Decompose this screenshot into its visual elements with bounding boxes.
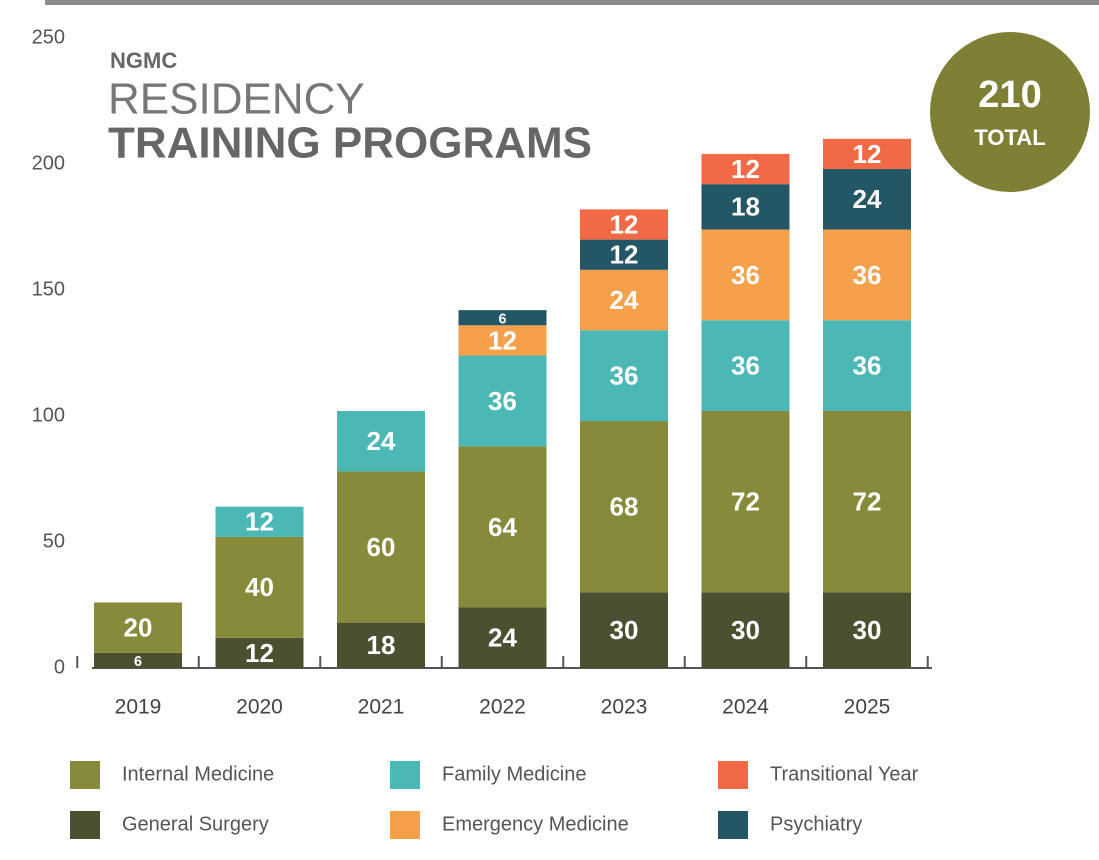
data-label: 18 [367, 630, 396, 660]
data-label: 40 [245, 572, 274, 602]
data-label: 24 [853, 184, 882, 214]
data-label: 6 [134, 654, 142, 670]
title-line: NGMC [110, 48, 177, 73]
data-label: 36 [610, 361, 639, 391]
data-label: 36 [731, 350, 760, 380]
chart: NGMC RESIDENCY TRAINING PROGRAMS 210 TOT… [0, 0, 1099, 860]
x-tick-label: 2023 [601, 696, 648, 719]
data-label: 68 [610, 492, 639, 522]
top-banner-edge [45, 0, 1099, 5]
data-label: 12 [610, 240, 639, 270]
data-label: 72 [853, 487, 882, 517]
total-label: TOTAL [974, 125, 1045, 150]
data-label: 12 [488, 325, 517, 355]
data-label: 12 [610, 209, 639, 239]
legend-swatch [70, 811, 100, 839]
legend-swatch [390, 811, 420, 839]
data-label: 12 [245, 507, 274, 537]
data-label: 12 [245, 638, 274, 668]
data-label: 64 [488, 512, 517, 542]
y-tick-label: 150 [32, 278, 65, 300]
x-tick-label: 2019 [115, 696, 162, 719]
data-label: 24 [610, 285, 639, 315]
data-label: 6 [499, 312, 507, 328]
x-tick-label: 2022 [479, 696, 526, 719]
data-label: 36 [853, 350, 882, 380]
x-tick-label: 2020 [236, 696, 283, 719]
data-label: 12 [731, 154, 760, 184]
title-line: TRAINING PROGRAMS [108, 119, 592, 168]
legend-swatch [718, 761, 748, 789]
data-label: 30 [610, 615, 639, 645]
x-tick-label: 2025 [844, 696, 891, 719]
data-label: 20 [124, 613, 153, 643]
y-tick-label: 100 [32, 404, 65, 426]
data-label: 12 [853, 139, 882, 169]
legend-swatch [390, 761, 420, 789]
data-label: 36 [853, 260, 882, 290]
data-label: 72 [731, 487, 760, 517]
y-tick-label: 250 [32, 26, 65, 48]
data-label: 30 [853, 615, 882, 645]
legend-label: Internal Medicine [122, 763, 274, 785]
legend-label: Family Medicine [442, 763, 586, 785]
y-tick-label: 50 [43, 530, 65, 552]
data-label: 30 [731, 615, 760, 645]
legend-swatch [718, 811, 748, 839]
data-label: 24 [488, 623, 517, 653]
y-tick-label: 0 [54, 656, 65, 678]
legend-label: Transitional Year [770, 763, 919, 785]
data-label: 18 [731, 192, 760, 222]
y-tick-label: 200 [32, 152, 65, 174]
legend-label: Emergency Medicine [442, 813, 629, 835]
legend-swatch [70, 761, 100, 789]
data-label: 60 [367, 532, 396, 562]
data-label: 36 [731, 260, 760, 290]
x-tick-label: 2021 [358, 696, 405, 719]
legend-label: Psychiatry [770, 813, 862, 835]
data-label: 24 [367, 426, 396, 456]
total-value: 210 [978, 74, 1041, 116]
title-line: RESIDENCY [108, 75, 365, 124]
legend-label: General Surgery [122, 813, 269, 835]
x-tick-label: 2024 [722, 696, 769, 719]
data-label: 36 [488, 386, 517, 416]
